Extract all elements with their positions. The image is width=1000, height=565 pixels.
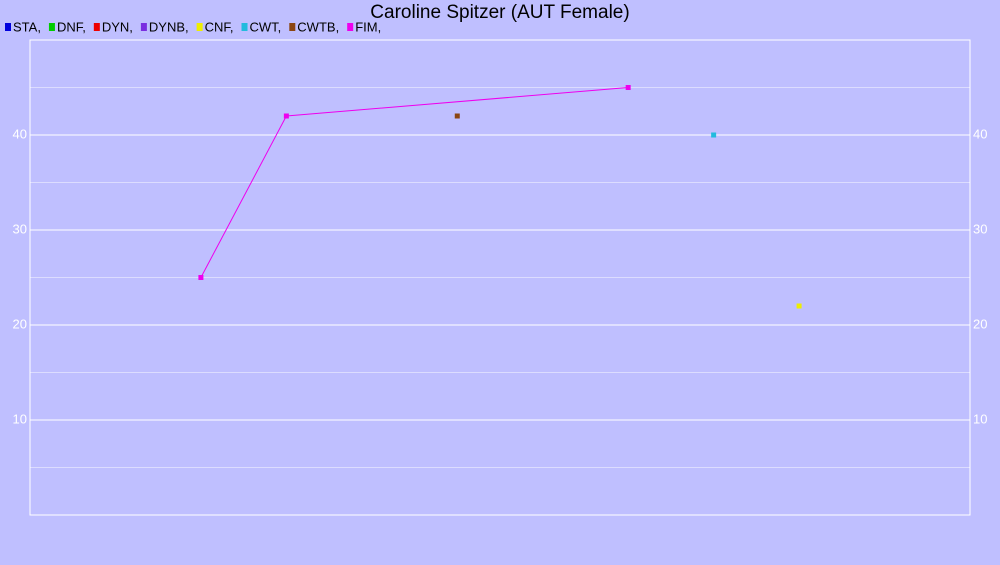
point: [283, 113, 289, 119]
legend-swatch: [48, 23, 55, 31]
legend-label: CWT,: [250, 19, 282, 34]
legend-swatch: [289, 23, 296, 31]
plot-border: [29, 39, 971, 516]
y-tick-label: 40: [13, 126, 27, 141]
legend-swatch: [5, 23, 11, 31]
legend-swatch: [347, 23, 354, 31]
legend-label: DYNB,: [149, 19, 189, 34]
point: [711, 132, 717, 138]
point: [625, 85, 631, 90]
legend-swatch: [140, 23, 147, 31]
legend-label: DYN,: [102, 19, 133, 34]
legend-label: CWTB,: [297, 19, 339, 34]
y-tick-label-right: 30: [973, 221, 987, 236]
y-tick-label-right: 20: [973, 316, 987, 331]
y-tick-label-right: 10: [973, 411, 987, 426]
legend-swatch: [241, 23, 248, 31]
y-tick-label: 30: [13, 221, 27, 236]
legend-label: DNF,: [57, 19, 86, 34]
legend-label: FIM,: [355, 19, 381, 34]
legend-swatch: [93, 23, 100, 31]
y-tick-label: 20: [13, 316, 27, 331]
legend-label: STA,: [13, 19, 41, 34]
legend-label: CNF,: [205, 19, 234, 34]
y-tick-label: 10: [13, 411, 27, 426]
point: [454, 113, 460, 119]
point: [796, 303, 802, 309]
chart-title: Caroline Spitzer (AUT Female): [370, 2, 629, 23]
legend-swatch: [196, 23, 203, 31]
y-tick-label-right: 40: [973, 126, 987, 141]
point: [198, 275, 204, 280]
